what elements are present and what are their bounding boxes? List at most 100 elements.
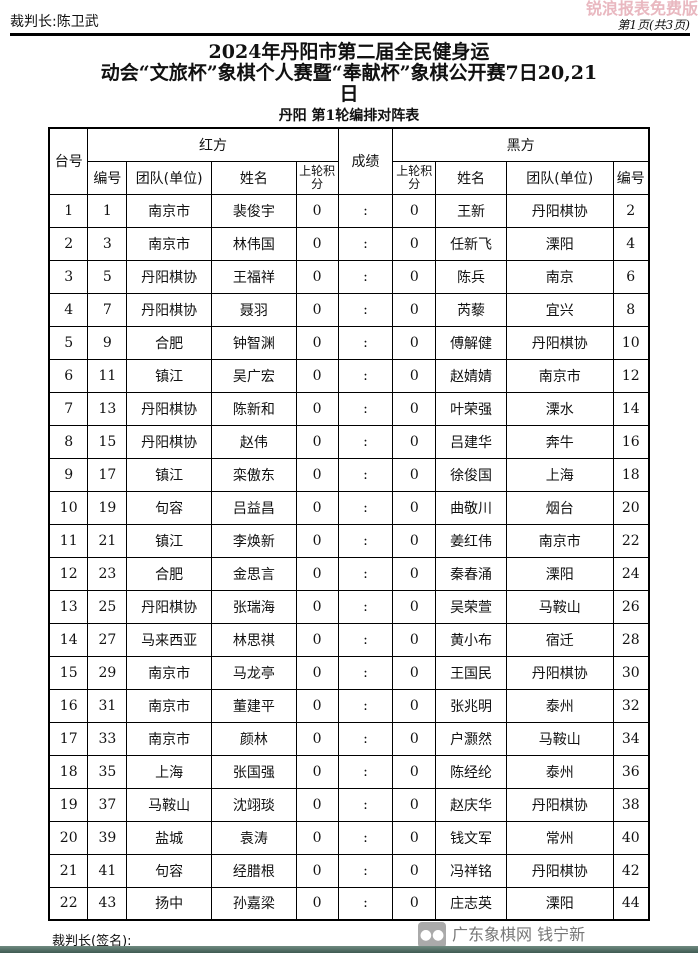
cell-black-name: 钱文军 <box>435 820 507 855</box>
cell-black-no: 2 <box>612 193 650 228</box>
cell-black-team: 南京市 <box>505 358 614 393</box>
cell-red-name: 赵伟 <box>211 424 297 459</box>
cell-red-prev-score: 0 <box>295 391 339 426</box>
cell-red-name: 吕益昌 <box>211 490 297 525</box>
cell-black-no: 28 <box>612 622 650 657</box>
cell-result: : <box>337 259 394 294</box>
col-red-prev-score: 上轮积分 <box>295 160 339 195</box>
cell-red-prev-score: 0 <box>295 259 339 294</box>
cell-red-team: 南京市 <box>126 721 212 756</box>
cell-table-no: 17 <box>48 721 89 756</box>
cell-black-name: 陈兵 <box>435 259 507 294</box>
cell-black-team: 丹阳棋协 <box>505 853 614 888</box>
table-row: 5 9 合肥 钟智渊 0:0 傅解健 丹阳棋协 10 <box>48 325 650 360</box>
cell-black-prev-score: 0 <box>392 226 437 261</box>
cell-red-prev-score: 0 <box>295 886 339 921</box>
cell-red-name: 李焕新 <box>211 523 297 558</box>
cell-black-prev-score: 0 <box>392 259 437 294</box>
cell-result: : <box>337 622 394 657</box>
cell-black-name: 王国民 <box>435 655 507 690</box>
table-row: 8 15 丹阳棋协 赵伟 0:0 吕建华 奔牛 16 <box>48 424 650 459</box>
cell-black-name: 秦春涌 <box>435 556 507 591</box>
cell-red-name: 张国强 <box>211 754 297 789</box>
cell-black-no: 38 <box>612 787 650 822</box>
cell-red-prev-score: 0 <box>295 292 339 327</box>
col-result: 成绩 <box>337 127 394 195</box>
title-line-3: 日 <box>339 83 359 105</box>
cell-black-prev-score: 0 <box>392 853 437 888</box>
cell-black-no: 24 <box>612 556 650 591</box>
cell-table-no: 22 <box>48 886 89 921</box>
cell-red-name: 聂羽 <box>211 292 297 327</box>
cell-black-name: 芮藜 <box>435 292 507 327</box>
cell-result: : <box>337 358 394 393</box>
col-black: 黑方 <box>392 127 650 162</box>
cell-red-no: 1 <box>87 193 128 228</box>
cell-result: : <box>337 226 394 261</box>
cell-red-prev-score: 0 <box>295 523 339 558</box>
cell-black-team: 丹阳棋协 <box>505 325 614 360</box>
cell-black-prev-score: 0 <box>392 754 437 789</box>
cell-black-no: 4 <box>612 226 650 261</box>
cell-red-no: 27 <box>87 622 128 657</box>
table-row: 21 41 句容 经腊根 0:0 冯祥铭 丹阳棋协 42 <box>48 853 650 888</box>
cell-red-prev-score: 0 <box>295 193 339 228</box>
col-black-prev-score: 上轮积分 <box>392 160 437 195</box>
cell-red-name: 吴广宏 <box>211 358 297 393</box>
cell-black-no: 36 <box>612 754 650 789</box>
cell-table-no: 10 <box>48 490 89 525</box>
cell-red-prev-score: 0 <box>295 589 339 624</box>
pairing-table: 台号 红方 成绩 黑方 编号 团队(单位) 姓名 上轮积分 上轮积分 姓名 团队… <box>48 127 650 921</box>
col-black-name: 姓名 <box>435 160 507 195</box>
table-row: 7 13 丹阳棋协 陈新和 0:0 叶荣强 溧水 14 <box>48 391 650 426</box>
cell-red-name: 董建平 <box>211 688 297 723</box>
cell-result: : <box>337 589 394 624</box>
table-row: 2 3 南京市 林伟国 0:0 任新飞 溧阳 4 <box>48 226 650 261</box>
cell-black-no: 32 <box>612 688 650 723</box>
table-row: 10 19 句容 吕益昌 0:0 曲敬川 烟台 20 <box>48 490 650 525</box>
cell-black-no: 42 <box>612 853 650 888</box>
cell-red-no: 19 <box>87 490 128 525</box>
cell-black-team: 泰州 <box>505 688 614 723</box>
cell-black-team: 溧阳 <box>505 886 614 921</box>
cell-black-team: 南京 <box>505 259 614 294</box>
cell-red-prev-score: 0 <box>295 424 339 459</box>
table-row: 22 43 扬中 孙嘉梁 0:0 庄志英 溧阳 44 <box>48 886 650 921</box>
cell-black-name: 冯祥铭 <box>435 853 507 888</box>
cell-black-no: 16 <box>612 424 650 459</box>
title-line-2: 动会“文旅杯”象棋个人赛暨“奉献杯”象棋公开赛7日20,21 <box>100 62 598 84</box>
cell-red-prev-score: 0 <box>295 655 339 690</box>
cell-red-team: 镇江 <box>126 457 212 492</box>
cell-black-prev-score: 0 <box>392 292 437 327</box>
cell-red-prev-score: 0 <box>295 457 339 492</box>
cell-red-no: 11 <box>87 358 128 393</box>
cell-black-name: 庄志英 <box>435 886 507 921</box>
col-red-no: 编号 <box>87 160 128 195</box>
cell-red-name: 孙嘉梁 <box>211 886 297 921</box>
cell-red-no: 41 <box>87 853 128 888</box>
cell-red-no: 43 <box>87 886 128 921</box>
cell-black-team: 丹阳棋协 <box>505 655 614 690</box>
cell-black-no: 22 <box>612 523 650 558</box>
table-row: 14 27 马来西亚 林思祺 0:0 黄小布 宿迁 28 <box>48 622 650 657</box>
bottom-bar <box>0 946 698 953</box>
cell-black-team: 溧阳 <box>505 226 614 261</box>
cell-table-no: 19 <box>48 787 89 822</box>
cell-red-team: 丹阳棋协 <box>126 292 212 327</box>
cell-black-no: 6 <box>612 259 650 294</box>
cell-result: : <box>337 325 394 360</box>
cell-red-no: 25 <box>87 589 128 624</box>
cell-black-name: 黄小布 <box>435 622 507 657</box>
cell-red-name: 林思祺 <box>211 622 297 657</box>
cell-black-name: 户灏然 <box>435 721 507 756</box>
cell-black-name: 张兆明 <box>435 688 507 723</box>
cell-black-no: 14 <box>612 391 650 426</box>
cell-black-prev-score: 0 <box>392 424 437 459</box>
cell-result: : <box>337 787 394 822</box>
cell-result: : <box>337 886 394 921</box>
cell-black-prev-score: 0 <box>392 886 437 921</box>
cell-table-no: 18 <box>48 754 89 789</box>
cell-black-name: 吕建华 <box>435 424 507 459</box>
cell-black-team: 马鞍山 <box>505 589 614 624</box>
page-title: 2024年丹阳市第二届全民健身运 动会“文旅杯”象棋个人赛暨“奉献杯”象棋公开赛… <box>40 42 658 105</box>
